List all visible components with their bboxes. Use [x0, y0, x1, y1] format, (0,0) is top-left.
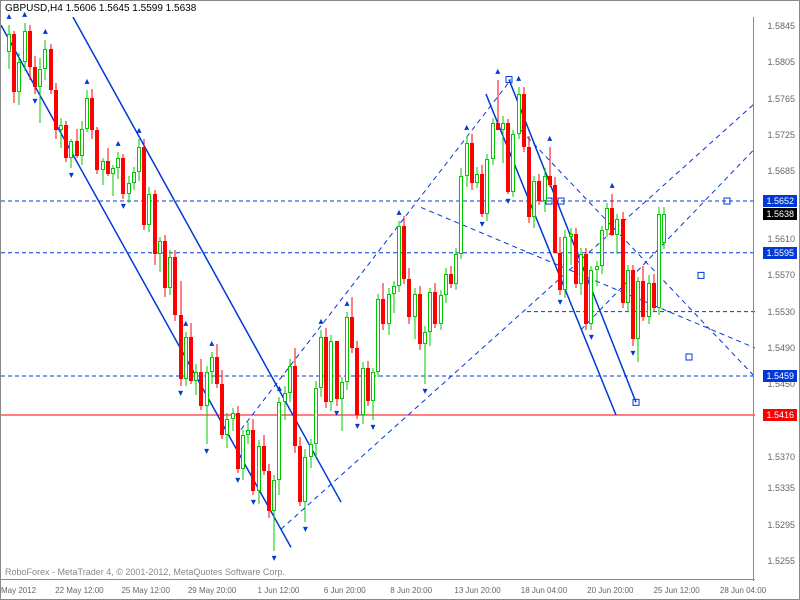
chart-container: GBPUSD,H4 1.5606 1.5645 1.5599 1.5638 ▴ ▴… — [0, 0, 800, 600]
fractal-up-icon: ▴ — [516, 73, 521, 84]
price-label: 1.5652 — [763, 195, 797, 207]
y-tick: 1.5490 — [767, 343, 795, 353]
y-tick: 1.5255 — [767, 556, 795, 566]
y-tick: 1.5805 — [767, 57, 795, 67]
fractal-up-icon: ▴ — [183, 318, 188, 329]
fractal-up-icon: ▴ — [610, 180, 615, 191]
y-axis: 1.52551.52951.53351.53701.54161.54501.54… — [753, 17, 799, 581]
x-tick: 20 Jun 20:00 — [587, 586, 633, 595]
price-label: 1.5595 — [763, 247, 797, 259]
x-tick: 25 Jun 12:00 — [653, 586, 699, 595]
x-tick: 25 May 12:00 — [121, 586, 169, 595]
price-label: 1.5638 — [763, 208, 797, 220]
fractal-down-icon: ▾ — [589, 332, 594, 343]
x-tick: 29 May 20:00 — [188, 586, 236, 595]
x-tick: 13 Jun 20:00 — [454, 586, 500, 595]
y-tick: 1.5685 — [767, 166, 795, 176]
fractal-down-icon: ▾ — [422, 386, 427, 397]
x-tick: 1 Jun 12:00 — [258, 586, 300, 595]
price-label: 1.5416 — [763, 409, 797, 421]
fractal-up-icon: ▴ — [344, 298, 349, 309]
fractal-down-icon: ▾ — [370, 422, 375, 433]
fractal-up-icon: ▴ — [22, 9, 27, 20]
fractal-up-icon: ▴ — [136, 125, 141, 136]
chart-area[interactable]: ▴▴▴▴▴▴▴▴▴▴▴▴▴▴▴▴▴▾▾▾▾▾▾▾▾▾▾▾▾▾▾▾▾▾▾ — [1, 17, 755, 581]
fractal-up-icon: ▴ — [116, 138, 121, 149]
chart-footer: RoboForex - MetaTrader 4, © 2001-2012, M… — [5, 567, 285, 577]
fractal-up-icon: ▴ — [396, 207, 401, 218]
x-tick: 18 Jun 04:00 — [521, 586, 567, 595]
y-tick: 1.5725 — [767, 130, 795, 140]
y-tick: 1.5295 — [767, 520, 795, 530]
fractal-down-icon: ▾ — [69, 170, 74, 181]
fractal-up-icon: ▴ — [277, 383, 282, 394]
price-label: 1.5459 — [763, 370, 797, 382]
fractal-up-icon: ▴ — [495, 66, 500, 77]
fractal-down-icon: ▾ — [355, 421, 360, 432]
fractal-down-icon: ▾ — [334, 408, 339, 419]
fractal-up-icon: ▴ — [464, 122, 469, 133]
x-tick: 17 May 2012 — [0, 586, 36, 595]
x-axis: 17 May 2012 22 May 12:00 25 May 12:00 29 Ma… — [1, 579, 755, 599]
fractal-up-icon: ▴ — [43, 26, 48, 37]
y-tick: 1.5570 — [767, 270, 795, 280]
fractal-down-icon: ▾ — [506, 196, 511, 207]
fractal-down-icon: ▾ — [32, 96, 37, 107]
x-tick: 28 Jun 04:00 — [720, 586, 766, 595]
fractal-down-icon: ▾ — [235, 475, 240, 486]
x-tick: 22 May 12:00 — [55, 586, 103, 595]
fractal-up-icon: ▴ — [6, 11, 11, 22]
fractal-up-icon: ▴ — [209, 338, 214, 349]
fractal-up-icon: ▴ — [547, 133, 552, 144]
y-tick: 1.5845 — [767, 21, 795, 31]
fractal-down-icon: ▾ — [630, 348, 635, 359]
fractal-down-icon: ▾ — [251, 497, 256, 508]
fractal-down-icon: ▾ — [558, 297, 563, 308]
fractal-up-icon: ▴ — [318, 316, 323, 327]
y-tick: 1.5530 — [767, 307, 795, 317]
y-tick: 1.5335 — [767, 483, 795, 493]
fractal-up-icon: ▴ — [84, 76, 89, 87]
chart-title: GBPUSD,H4 1.5606 1.5645 1.5599 1.5638 — [5, 3, 196, 14]
fractal-down-icon: ▾ — [303, 524, 308, 535]
x-tick: 6 Jun 20:00 — [324, 586, 366, 595]
y-tick: 1.5765 — [767, 94, 795, 104]
x-tick: 8 Jun 20:00 — [390, 586, 432, 595]
fractal-down-icon: ▾ — [178, 388, 183, 399]
fractal-down-icon: ▾ — [480, 219, 485, 230]
y-tick: 1.5370 — [767, 452, 795, 462]
fractal-down-icon: ▾ — [204, 446, 209, 457]
fractal-down-icon: ▾ — [121, 201, 126, 212]
fractal-down-icon: ▾ — [272, 553, 277, 564]
y-tick: 1.5610 — [767, 234, 795, 244]
